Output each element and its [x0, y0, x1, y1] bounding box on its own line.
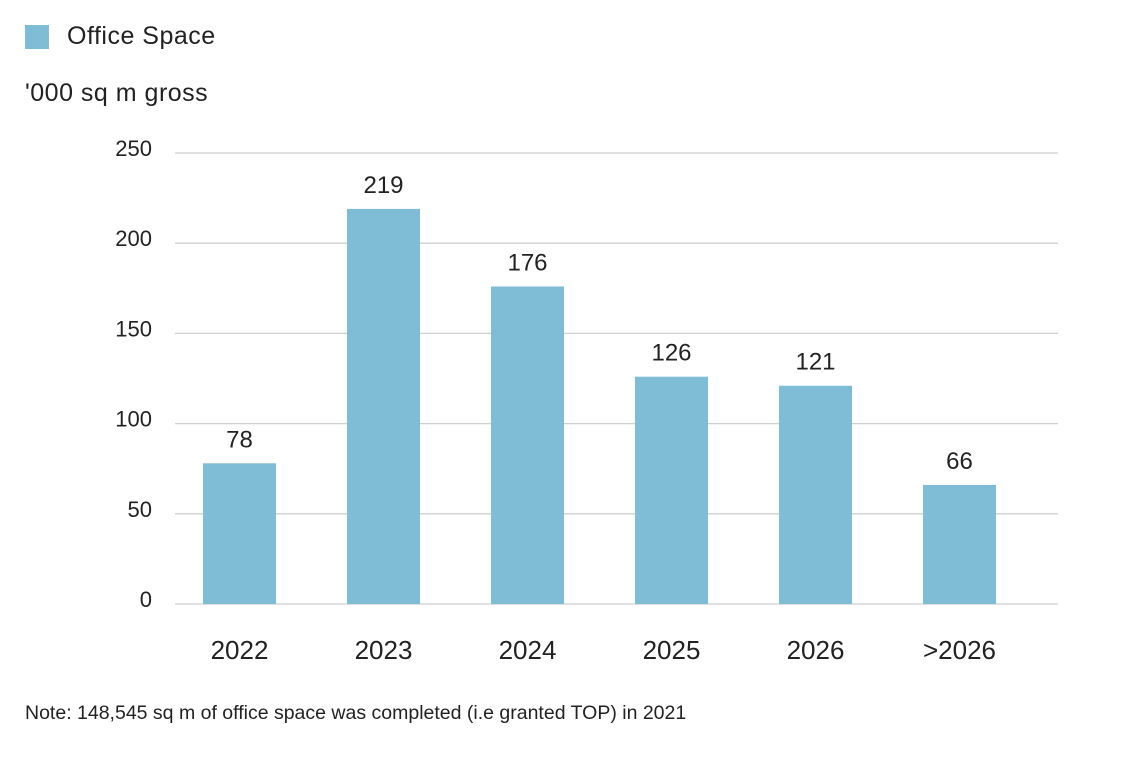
bar-2025	[635, 376, 708, 604]
legend-label: Office Space	[67, 22, 216, 50]
bar-2026	[779, 385, 852, 604]
legend-swatch	[25, 24, 49, 49]
x-tick-label: >2026	[923, 635, 996, 665]
data-label: 176	[507, 249, 547, 276]
y-tick-label: 100	[115, 407, 152, 432]
x-tick-label: 2024	[499, 635, 557, 665]
footnote: Note: 148,545 sq m of office space was c…	[25, 702, 687, 724]
data-label: 78	[226, 426, 253, 453]
bar-2023	[347, 208, 420, 604]
data-label: 66	[946, 448, 973, 475]
y-axis-label: '000 sq m gross	[25, 79, 209, 107]
x-tick-label: 2022	[211, 635, 269, 665]
data-label: 121	[795, 349, 835, 376]
x-tick-label: 2023	[355, 635, 413, 665]
data-label: 126	[651, 340, 691, 367]
x-tick-label: 2026	[787, 635, 845, 665]
y-tick-label: 50	[128, 497, 152, 522]
legend: Office Space	[25, 22, 216, 51]
y-tick-label: 0	[140, 587, 152, 612]
data-label: 219	[363, 172, 403, 199]
bar-2022	[203, 463, 276, 604]
y-tick-label: 150	[115, 316, 152, 341]
x-tick-label: 2025	[643, 635, 701, 665]
y-tick-label: 250	[115, 136, 152, 161]
bar-2024	[491, 286, 564, 604]
bar->2026	[923, 484, 996, 604]
y-tick-label: 200	[115, 226, 152, 251]
